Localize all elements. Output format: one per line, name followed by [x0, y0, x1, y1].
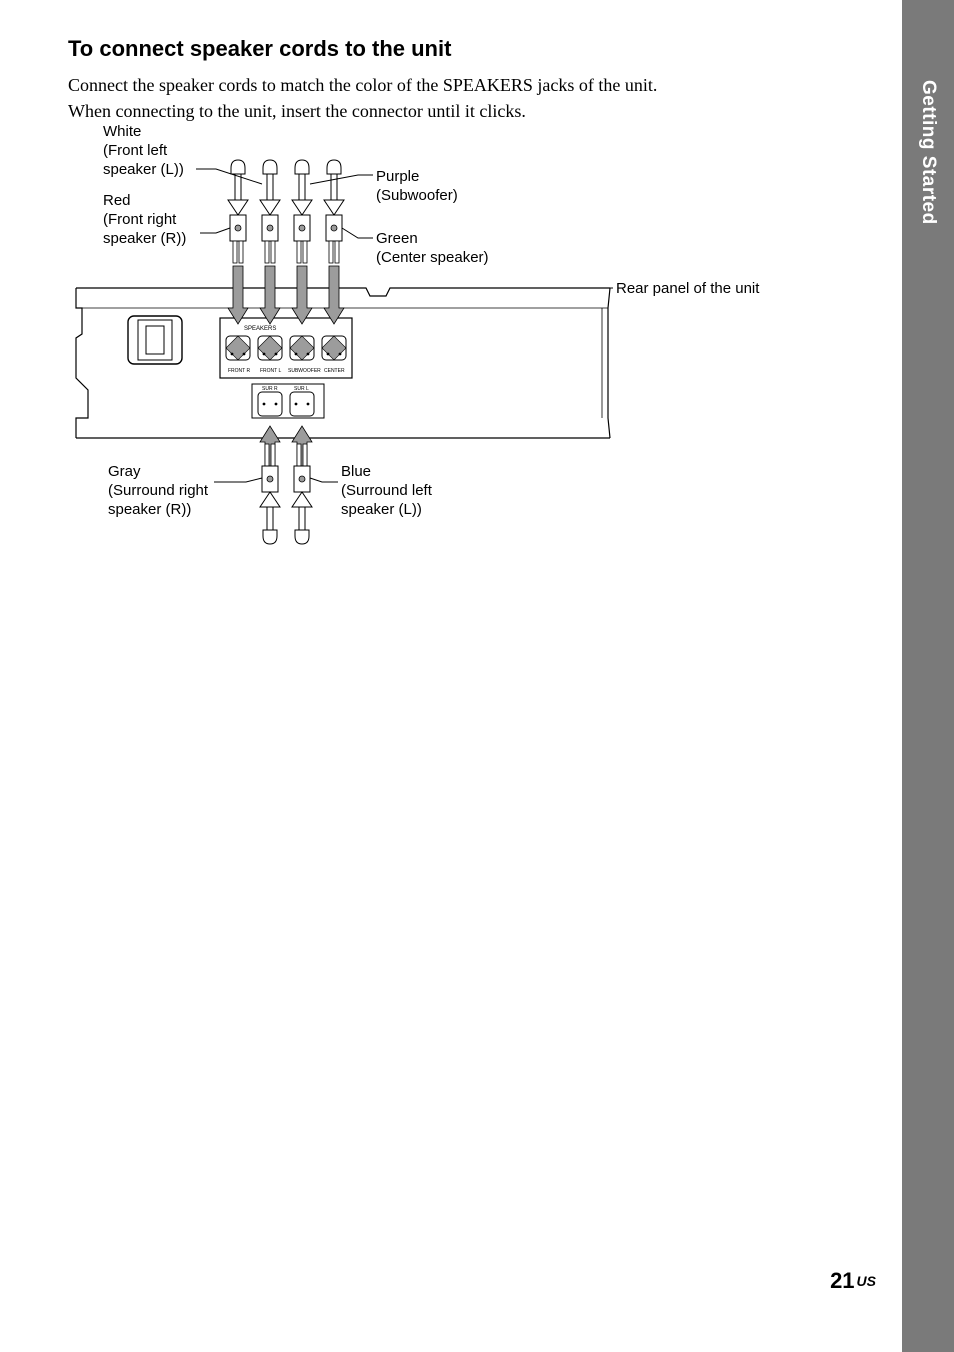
- section-title: To connect speaker cords to the unit: [68, 36, 868, 62]
- jack-center: CENTER: [324, 368, 345, 374]
- jack-surL: SUR L: [294, 386, 309, 392]
- diagram-svg: SPEAKERS FRONT R FRONT L: [68, 120, 808, 560]
- page-region: US: [857, 1273, 876, 1289]
- jack-surR: SUR R: [262, 386, 278, 392]
- page-number-value: 21: [830, 1268, 854, 1293]
- top-connectors: [228, 160, 344, 324]
- side-tab-label: Getting Started: [917, 80, 939, 225]
- content-block: To connect speaker cords to the unit Con…: [68, 36, 868, 124]
- bottom-connectors: [260, 426, 312, 544]
- jack-block: SPEAKERS FRONT R FRONT L: [220, 318, 352, 418]
- jack-sub: SUBWOOFER: [288, 368, 321, 374]
- page: Getting Started To connect speaker cords…: [0, 0, 954, 1352]
- body-line-1: Connect the speaker cords to match the c…: [68, 72, 868, 98]
- wiring-diagram: White (Front left speaker (L)) Red (Fron…: [68, 120, 808, 560]
- jack-frontL: FRONT L: [260, 368, 282, 374]
- jack-frontR: FRONT R: [228, 368, 251, 374]
- side-tab: Getting Started: [902, 0, 954, 1352]
- jack-speakers-text: SPEAKERS: [244, 326, 276, 332]
- page-number: 21US: [830, 1268, 876, 1294]
